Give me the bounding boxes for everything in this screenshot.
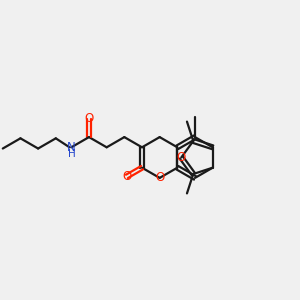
Text: O: O	[177, 151, 186, 164]
Text: H: H	[68, 149, 76, 159]
Text: N: N	[67, 141, 76, 154]
Text: O: O	[155, 171, 164, 184]
Text: O: O	[84, 112, 94, 125]
Text: O: O	[122, 170, 132, 183]
